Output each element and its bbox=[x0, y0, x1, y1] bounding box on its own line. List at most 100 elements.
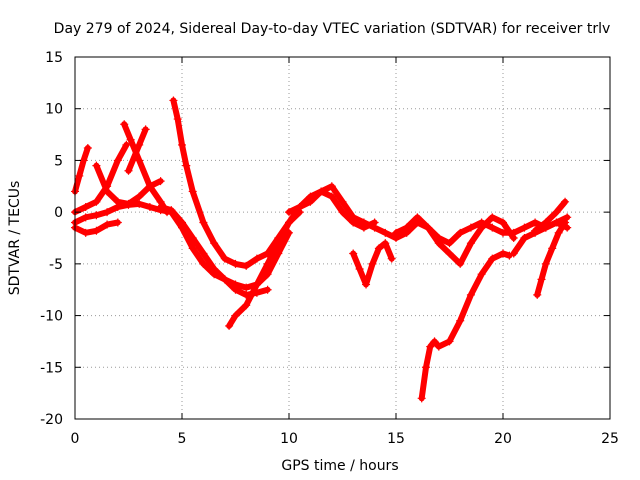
data-point-marker bbox=[541, 218, 550, 227]
data-point-marker bbox=[434, 239, 443, 248]
data-point-marker bbox=[387, 254, 396, 263]
data-point-marker bbox=[445, 249, 454, 258]
data-point-marker bbox=[167, 206, 176, 215]
data-point-marker bbox=[349, 218, 358, 227]
data-point-marker bbox=[242, 261, 251, 270]
data-point-marker bbox=[541, 259, 550, 268]
series-line bbox=[72, 145, 91, 195]
y-tick-label: 5 bbox=[54, 153, 63, 169]
data-point-marker bbox=[456, 316, 465, 325]
data-point-marker bbox=[274, 239, 283, 248]
data-point-marker bbox=[252, 280, 261, 289]
data-point-marker bbox=[362, 280, 371, 289]
data-point-marker bbox=[113, 202, 122, 211]
data-point-marker bbox=[135, 199, 144, 208]
data-point-marker bbox=[561, 197, 570, 206]
data-point-marker bbox=[327, 182, 336, 191]
x-tick-label: 20 bbox=[494, 431, 512, 447]
data-point-marker bbox=[381, 228, 390, 237]
data-point-marker bbox=[434, 342, 443, 351]
data-point-marker bbox=[338, 197, 347, 206]
data-point-marker bbox=[359, 223, 368, 232]
x-tick-label: 5 bbox=[178, 431, 187, 447]
data-point-marker bbox=[231, 311, 240, 320]
data-point-marker bbox=[182, 161, 191, 170]
x-tick-label: 10 bbox=[280, 431, 298, 447]
data-point-marker bbox=[466, 290, 475, 299]
plot-frame bbox=[74, 56, 611, 420]
data-point-marker bbox=[169, 96, 178, 105]
data-point-marker bbox=[531, 218, 540, 227]
data-point-marker bbox=[92, 161, 101, 170]
data-point-marker bbox=[488, 254, 497, 263]
data-point-marker bbox=[124, 166, 133, 175]
data-point-marker bbox=[317, 187, 326, 196]
data-point-marker bbox=[445, 239, 454, 248]
data-point-marker bbox=[188, 244, 197, 253]
data-point-marker bbox=[552, 208, 561, 217]
series-line bbox=[534, 219, 569, 298]
data-point-marker bbox=[188, 234, 197, 242]
data-point-marker bbox=[81, 228, 90, 237]
y-tick-label: -10 bbox=[40, 309, 63, 325]
data-point-marker bbox=[83, 144, 92, 153]
x-tick-label: 0 bbox=[71, 431, 80, 447]
data-point-marker bbox=[374, 244, 383, 253]
series-arc-13 bbox=[392, 213, 518, 268]
series-arc-7 bbox=[71, 218, 122, 237]
y-tick-label: 10 bbox=[45, 102, 63, 118]
data-point-marker bbox=[488, 223, 497, 232]
data-point-marker bbox=[499, 218, 507, 227]
series-arc-11 bbox=[285, 187, 379, 232]
data-point-marker bbox=[561, 218, 570, 227]
data-point-marker bbox=[199, 218, 208, 227]
data-point-marker bbox=[75, 171, 84, 180]
data-point-marker bbox=[355, 265, 364, 274]
data-point-marker bbox=[338, 208, 347, 217]
data-point-marker bbox=[306, 197, 315, 206]
data-point-marker bbox=[520, 234, 529, 242]
data-point-marker bbox=[92, 211, 101, 220]
data-point-marker bbox=[381, 239, 390, 248]
y-tick-label: 15 bbox=[45, 50, 63, 66]
data-point-marker bbox=[263, 285, 272, 294]
series-arc-17 bbox=[531, 197, 570, 235]
data-point-marker bbox=[426, 342, 435, 351]
data-point-marker bbox=[563, 213, 572, 222]
data-point-marker bbox=[103, 187, 112, 196]
data-point-marker bbox=[445, 337, 454, 346]
data-point-marker bbox=[509, 249, 518, 258]
data-point-marker bbox=[499, 228, 507, 237]
data-point-marker bbox=[456, 228, 465, 237]
y-axis-title: SDTVAR / TECUs bbox=[7, 181, 23, 296]
data-point-marker bbox=[370, 218, 379, 227]
series-arc-12 bbox=[349, 239, 396, 289]
data-point-marker bbox=[81, 213, 90, 222]
data-point-marker bbox=[231, 259, 240, 268]
data-point-marker bbox=[92, 226, 101, 235]
data-point-marker bbox=[231, 285, 240, 294]
data-point-marker bbox=[456, 259, 465, 268]
y-tick-label: -5 bbox=[49, 257, 63, 273]
data-point-marker bbox=[156, 202, 165, 211]
data-point-marker bbox=[81, 202, 90, 211]
data-point-marker bbox=[120, 120, 129, 129]
x-tick-label: 15 bbox=[387, 431, 405, 447]
series-line bbox=[72, 141, 130, 216]
data-point-marker bbox=[430, 337, 439, 346]
data-point-marker bbox=[402, 223, 411, 232]
data-point-marker bbox=[242, 301, 251, 310]
data-point-marker bbox=[199, 259, 208, 268]
data-point-marker bbox=[477, 223, 486, 232]
data-point-marker bbox=[124, 200, 133, 209]
data-point-marker bbox=[220, 275, 229, 284]
data-point-marker bbox=[285, 218, 293, 227]
data-point-marker bbox=[178, 218, 186, 227]
data-point-marker bbox=[499, 249, 507, 258]
data-point-marker bbox=[135, 192, 144, 201]
data-point-marker bbox=[252, 254, 261, 263]
data-point-marker bbox=[113, 156, 122, 165]
data-point-marker bbox=[263, 259, 272, 268]
data-point-marker bbox=[421, 363, 430, 372]
